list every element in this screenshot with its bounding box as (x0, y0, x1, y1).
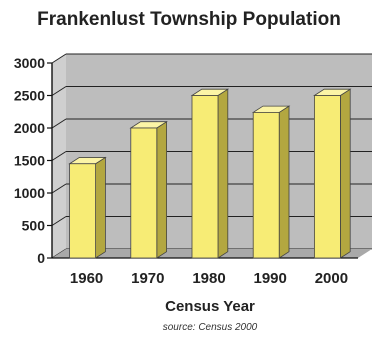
bar-side (217, 88, 229, 259)
bar-side (278, 105, 290, 259)
bar-1980 (190, 88, 230, 259)
x-tick-labels: 1960 1970 1980 1990 2000 (70, 270, 348, 287)
bar-1990 (251, 105, 291, 259)
bar-side (95, 156, 106, 259)
x-tick-label: 1970 (131, 270, 164, 287)
bar-1970 (129, 120, 168, 259)
gridline-diagonal (51, 183, 67, 194)
y-tick-label: 3000 (14, 55, 45, 71)
source-value: Census 2000 (198, 322, 258, 333)
bars (68, 88, 352, 259)
x-tick-label: 2000 (315, 270, 348, 287)
bar-front (252, 112, 280, 259)
y-tick-label: 1500 (14, 153, 45, 169)
source-note: source: Census 2000 (120, 322, 300, 333)
bar-1960 (68, 156, 107, 259)
y-tick-label: 2000 (14, 120, 45, 136)
gridline-diagonal (51, 151, 67, 161)
x-tick-label: 1990 (254, 270, 287, 287)
gridline-diagonal (51, 216, 67, 226)
y-tick-label: 1000 (14, 185, 45, 201)
y-tick-labels: 0 500 1000 1500 2000 2500 3000 (14, 55, 45, 266)
bar-side (156, 120, 168, 259)
gridline-diagonal (51, 53, 67, 64)
x-tick-label: 1980 (192, 270, 225, 287)
gridline-diagonal (51, 86, 67, 96)
bar-side (339, 88, 351, 259)
bar-front (191, 95, 219, 259)
bar-front (69, 163, 96, 259)
y-tick-label: 500 (22, 218, 46, 234)
y-tick-label: 2500 (14, 88, 45, 104)
bar-front (313, 95, 341, 259)
chart-title: Frankenlust Township Population (37, 9, 341, 30)
x-tick-label: 1960 (70, 270, 103, 287)
source-label: source: (162, 322, 196, 333)
x-axis-label: Census Year (165, 298, 255, 315)
y-tick-label: 0 (37, 250, 45, 266)
gridline-diagonal (51, 118, 67, 129)
bar-front (130, 127, 158, 259)
bar-2000 (313, 88, 352, 259)
